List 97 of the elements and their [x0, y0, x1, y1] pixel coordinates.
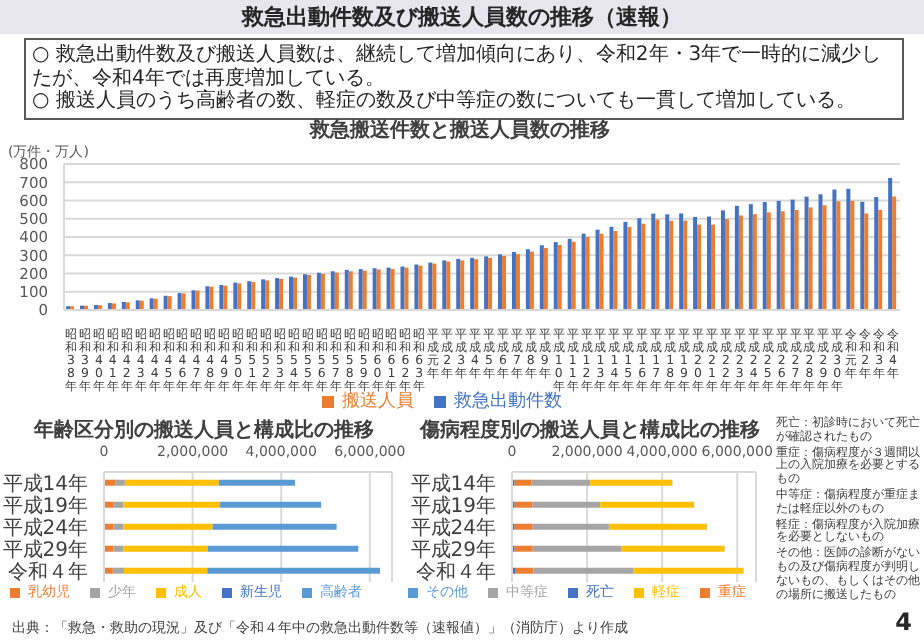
text: 4 — [895, 608, 912, 636]
bar — [734, 205, 739, 310]
bar — [207, 567, 381, 574]
bar — [609, 226, 614, 310]
bar — [878, 209, 883, 310]
bar — [533, 567, 634, 574]
bar — [804, 196, 809, 310]
y-tick-label: 令和４年 — [8, 560, 88, 585]
text: ○ 搬送人員のうち高齢者の数、軽症の数及び中等症の数についても一貫して増加している。 — [32, 90, 858, 113]
y-tick-label: 平成19年 — [410, 494, 496, 519]
bar — [693, 216, 698, 310]
bar — [780, 211, 785, 310]
bar — [207, 545, 359, 552]
bar — [123, 545, 208, 552]
bar — [104, 545, 114, 552]
y-tick-label: 平成29年 — [410, 538, 496, 563]
bar — [776, 200, 781, 310]
bar — [532, 545, 622, 552]
y-tick-label: 平成24年 — [410, 516, 496, 541]
bar — [621, 545, 725, 552]
bar — [113, 523, 124, 530]
bar — [514, 523, 533, 530]
bar — [679, 213, 684, 310]
bar — [115, 479, 125, 486]
bar — [608, 523, 707, 530]
bar — [124, 479, 219, 486]
bar — [514, 545, 533, 552]
bar — [794, 209, 799, 310]
bar — [590, 479, 673, 486]
bar — [683, 220, 688, 310]
bar — [651, 213, 656, 310]
chart-title: 救急搬送件数と搬送人員数の推移 — [307, 120, 612, 144]
bar — [123, 523, 213, 530]
bar — [860, 201, 865, 310]
bar — [212, 523, 337, 530]
bar — [600, 501, 695, 508]
legend-label: 救急出動件数 — [454, 392, 562, 412]
bar — [655, 219, 660, 310]
bar — [846, 188, 851, 310]
bar — [220, 501, 322, 508]
bar — [790, 199, 795, 310]
bar — [113, 545, 124, 552]
bar — [532, 523, 609, 530]
bar — [104, 501, 114, 508]
bar — [836, 201, 841, 310]
bar — [752, 214, 757, 310]
bar — [669, 220, 674, 310]
bar — [112, 567, 124, 574]
text: ○ 救急出動件数及び搬送人員数は、継続して増加傾向にあり、令和2年・3年で一時的に減少したが、令和4年では再度増加している。 — [32, 44, 884, 89]
bar — [738, 215, 743, 310]
chart-title: 傷病程度別の搬送人員と構成比の推移 — [417, 420, 762, 444]
bar — [697, 224, 702, 310]
y-tick-label: 平成19年 — [2, 494, 88, 519]
bar — [123, 501, 221, 508]
y-tick-label: 平成14年 — [410, 472, 496, 497]
bar — [892, 196, 897, 310]
bar — [514, 479, 532, 486]
bar — [766, 212, 771, 310]
bar — [641, 223, 646, 310]
text: 救急出動件数及び搬送人員数の推移（速報） — [0, 0, 924, 34]
bar — [874, 197, 879, 310]
bar — [502, 255, 507, 310]
bar — [104, 567, 113, 574]
bar — [762, 201, 767, 310]
bar — [888, 178, 893, 310]
bar — [633, 567, 744, 574]
chart-title: 年齢区分別の搬送人員と構成比の推移 — [31, 420, 376, 444]
bar — [864, 213, 869, 310]
bar — [850, 200, 855, 310]
bar — [514, 501, 533, 508]
bar — [748, 204, 753, 310]
bar — [104, 523, 114, 530]
bar — [808, 207, 813, 310]
bar — [627, 226, 632, 310]
bar — [724, 219, 729, 310]
bar — [707, 216, 712, 310]
bar — [104, 479, 116, 486]
bar — [515, 567, 534, 574]
bar — [123, 567, 208, 574]
bar — [637, 218, 642, 310]
bar — [623, 221, 628, 310]
bar — [711, 224, 716, 310]
y-tick-label: 平成24年 — [2, 516, 88, 541]
bar — [532, 501, 601, 508]
bar — [818, 194, 823, 310]
bar — [113, 501, 124, 508]
bar — [293, 277, 298, 310]
bar — [665, 214, 670, 310]
legend-label: 搬送人員 — [342, 392, 414, 412]
y-tick-label: 平成29年 — [2, 538, 88, 563]
bar — [832, 189, 837, 310]
bar — [822, 205, 827, 310]
bar — [531, 479, 591, 486]
y-tick-label: 平成14年 — [2, 472, 88, 497]
y-tick-label: 令和４年 — [416, 560, 496, 585]
bar — [720, 210, 725, 310]
bar — [218, 479, 295, 486]
